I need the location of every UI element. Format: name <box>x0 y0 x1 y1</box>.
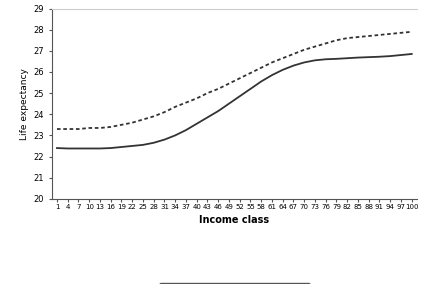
Legend: Flanders, Wallonia: Flanders, Wallonia <box>159 283 310 284</box>
Y-axis label: Life expectancy: Life expectancy <box>20 68 29 140</box>
X-axis label: Income class: Income class <box>199 214 270 225</box>
